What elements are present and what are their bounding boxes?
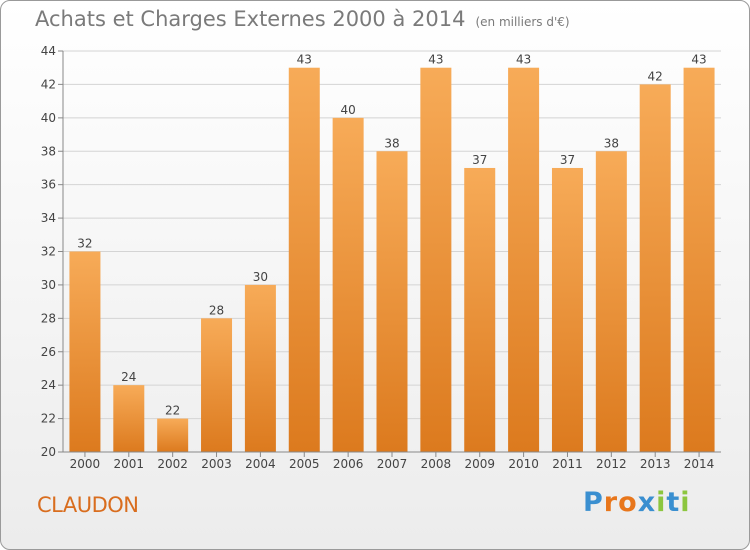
data-label: 30 — [253, 270, 268, 284]
data-label: 32 — [77, 237, 92, 251]
data-label: 43 — [691, 53, 706, 67]
x-tick-label: 2007 — [377, 457, 408, 471]
bar — [551, 167, 583, 453]
data-label: 24 — [121, 370, 136, 384]
y-tick-label: 34 — [41, 211, 56, 225]
data-label: 42 — [648, 69, 663, 83]
y-tick-label: 24 — [41, 378, 56, 392]
bar — [464, 167, 496, 453]
data-label: 28 — [209, 303, 224, 317]
x-tick-label: 2014 — [684, 457, 715, 471]
x-tick-label: 2012 — [596, 457, 627, 471]
logo-letter: P — [583, 487, 604, 518]
data-label: 22 — [165, 404, 180, 418]
bar — [113, 385, 145, 452]
data-label: 37 — [560, 153, 575, 167]
x-tick-label: 2010 — [508, 457, 539, 471]
y-tick-label: 20 — [41, 445, 56, 459]
logo-letter: t — [666, 487, 681, 518]
x-tick-label: 2008 — [421, 457, 452, 471]
y-tick-label: 42 — [41, 77, 56, 91]
x-tick-label: 2001 — [114, 457, 145, 471]
bar — [332, 117, 364, 452]
y-tick-label: 36 — [41, 178, 56, 192]
chart-title: Achats et Charges Externes 2000 à 2014 (e… — [35, 7, 570, 31]
chart-title-text: Achats et Charges Externes 2000 à 2014 — [35, 7, 466, 31]
bar — [201, 318, 233, 452]
town-name: CLAUDON — [37, 493, 139, 517]
x-tick-label: 2013 — [640, 457, 671, 471]
x-tick-label: 2003 — [201, 457, 232, 471]
y-tick-label: 28 — [41, 311, 56, 325]
logo-letter: i — [680, 487, 691, 518]
bar — [508, 67, 540, 452]
y-tick-label: 40 — [41, 111, 56, 125]
x-tick-label: 2004 — [245, 457, 276, 471]
chart-unit: (en milliers d'€) — [475, 15, 570, 29]
x-tick-label: 2005 — [289, 457, 320, 471]
x-tick-label: 2000 — [70, 457, 101, 471]
bars — [69, 67, 715, 453]
x-tick-label: 2011 — [552, 457, 583, 471]
bar — [595, 151, 627, 452]
data-label: 43 — [516, 53, 531, 67]
logo-letter: i — [656, 487, 667, 518]
data-label: 40 — [340, 103, 355, 117]
bar — [288, 67, 320, 452]
x-tick-label: 2009 — [464, 457, 495, 471]
logo-letter: o — [618, 487, 638, 518]
bar — [420, 67, 452, 452]
x-tick-label: 2002 — [157, 457, 188, 471]
axes: 20 22 24 26 28 30 32 34 36 38 40 42 44 2000 2001 2002 20… — [41, 44, 721, 471]
proxiti-logo: Proxiti — [583, 487, 691, 518]
x-tick-label: 2006 — [333, 457, 364, 471]
logo-letter: x — [637, 487, 657, 518]
data-label: 38 — [604, 136, 619, 150]
data-label: 43 — [297, 53, 312, 67]
data-label: 43 — [428, 53, 443, 67]
bar — [683, 67, 715, 452]
bar — [157, 418, 189, 452]
bar — [376, 151, 408, 452]
y-tick-label: 22 — [41, 412, 56, 426]
data-labels: 32 24 22 28 30 43 40 38 43 37 43 37 38 42 43 — [77, 53, 706, 418]
data-label: 38 — [384, 136, 399, 150]
data-label: 37 — [472, 153, 487, 167]
y-tick-label: 38 — [41, 144, 56, 158]
y-tick-label: 30 — [41, 278, 56, 292]
y-tick-label: 32 — [41, 245, 56, 259]
y-tick-label: 44 — [41, 44, 56, 58]
logo-letter: r — [603, 487, 619, 518]
bar — [69, 251, 101, 452]
bar — [244, 284, 276, 452]
y-tick-label: 26 — [41, 345, 56, 359]
bar — [639, 84, 671, 453]
